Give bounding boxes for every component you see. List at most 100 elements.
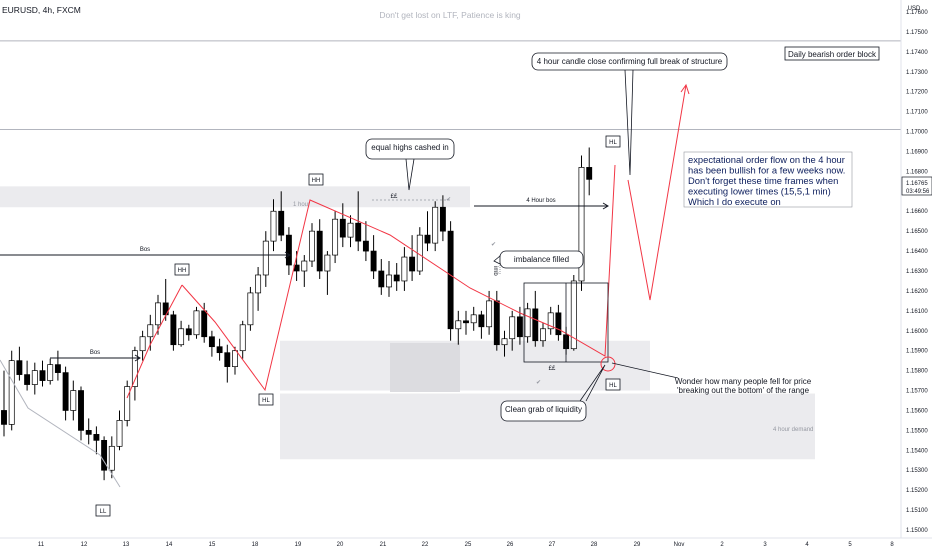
note-orderflow-box (683, 151, 853, 208)
candle (316, 230, 323, 272)
structure-label: HH (178, 268, 187, 274)
zigzag-gray (0, 359, 121, 488)
candle (532, 308, 539, 342)
candle (70, 390, 77, 411)
liquidity-mark-1: ££ (391, 194, 398, 200)
candle (339, 218, 346, 238)
note-daily-text: Daily bearish order block (788, 50, 877, 59)
price-tick-label: 1.17400 (906, 50, 928, 56)
candle (262, 240, 269, 276)
candle (432, 206, 439, 244)
structure-label: HL (262, 398, 270, 404)
structure-label-box (308, 173, 324, 186)
note-orderflow-line: executing lower times (15,5,1 min) (688, 186, 831, 197)
candle (139, 336, 146, 352)
candle (509, 316, 516, 340)
note-orderflow-line: Which I do execute on (688, 196, 781, 207)
projection-arrowhead (680, 83, 690, 95)
candle (201, 310, 208, 338)
structure-label-box (605, 135, 621, 148)
zone-0 (0, 186, 470, 208)
date-tick-label: 5 (848, 542, 852, 548)
zone-label-1h: 1 hour (293, 202, 310, 208)
zone-label-4h-demand: 4 hour demand (773, 427, 813, 433)
note-candle-close-tail (624, 69, 634, 176)
candle (208, 336, 215, 348)
note-daily-box (784, 46, 880, 61)
candle (362, 240, 369, 252)
candle (547, 312, 554, 330)
date-tick-label: 14 (166, 542, 173, 548)
date-tick-label: 11 (38, 542, 45, 548)
date-tick-label: 2 (720, 542, 724, 548)
candle (355, 222, 362, 242)
price-tick-label: 1.15600 (906, 408, 928, 414)
candle (108, 445, 115, 471)
note-candle-close-text: 4 hour candle close confirming full brea… (537, 57, 723, 66)
candle (101, 439, 108, 471)
structure-label: LL (100, 509, 107, 515)
date-tick-label: 21 (380, 542, 387, 548)
date-tick-label: 19 (295, 542, 302, 548)
price-tick-label: 1.16100 (906, 309, 928, 315)
price-tick-label: 1.16000 (906, 329, 928, 335)
bos-2-arrow (134, 354, 141, 362)
price-tick-label: 1.17300 (906, 70, 928, 76)
candle (424, 234, 431, 244)
date-tick-label: 26 (507, 542, 514, 548)
candle (463, 320, 469, 324)
candle (324, 254, 331, 272)
candle (116, 420, 123, 447)
date-tick-label: 8 (890, 542, 894, 548)
price-tick-label: 1.17600 (906, 10, 928, 16)
structure-label: HL (609, 383, 617, 389)
price-tick-label: 1.17000 (906, 130, 928, 136)
note-grab-box (500, 400, 587, 422)
zigzag-2 (181, 164, 616, 392)
date-tick-label: 18 (252, 542, 259, 548)
price-tick-label: 1.16800 (906, 169, 928, 175)
candle (586, 167, 593, 180)
note-grab-tail (579, 364, 606, 402)
note-imbalance-box (499, 250, 584, 269)
candle (455, 320, 462, 330)
candle (540, 328, 546, 342)
price-tick-label: 1.15700 (906, 389, 928, 395)
check-icon: ✔ (446, 197, 451, 203)
candle (47, 364, 54, 381)
candle (332, 218, 339, 256)
date-tick-label: Nov (674, 542, 685, 548)
candle (247, 292, 254, 326)
candle (1, 410, 7, 425)
candle (486, 300, 493, 328)
candle (524, 308, 531, 338)
price-tick-label: 1.15900 (906, 349, 928, 355)
price-tick-label: 1.16500 (906, 229, 928, 235)
candle (232, 350, 238, 367)
candle (447, 230, 454, 330)
date-tick-label: 28 (591, 542, 598, 548)
note-candle-close-box (531, 52, 728, 71)
candle (270, 210, 277, 242)
date-tick-label: 4 (805, 542, 809, 548)
note-grab: Clean grab of liquidity (500, 364, 606, 422)
candle (78, 390, 84, 431)
price-tick-label: 1.16200 (906, 289, 928, 295)
candle (555, 312, 562, 336)
price-tick-label: 1.15100 (906, 508, 928, 514)
note-wonder-line: 'breaking out the bottom' of the range (677, 386, 810, 395)
note-orderflow-line: Don't forget these time frames when (688, 175, 838, 186)
check-icon: ✔ (491, 242, 496, 248)
candle (470, 314, 477, 324)
price-tick-label: 1.17500 (906, 30, 928, 36)
structure-label: HH (312, 178, 321, 184)
structure-label: HL (609, 140, 617, 146)
candle (216, 346, 223, 354)
candle (85, 430, 92, 435)
imbalance-tag: imb (492, 266, 498, 276)
bos-4h-arrow (602, 202, 609, 210)
candle (193, 310, 200, 336)
date-tick-label: 12 (81, 542, 88, 548)
